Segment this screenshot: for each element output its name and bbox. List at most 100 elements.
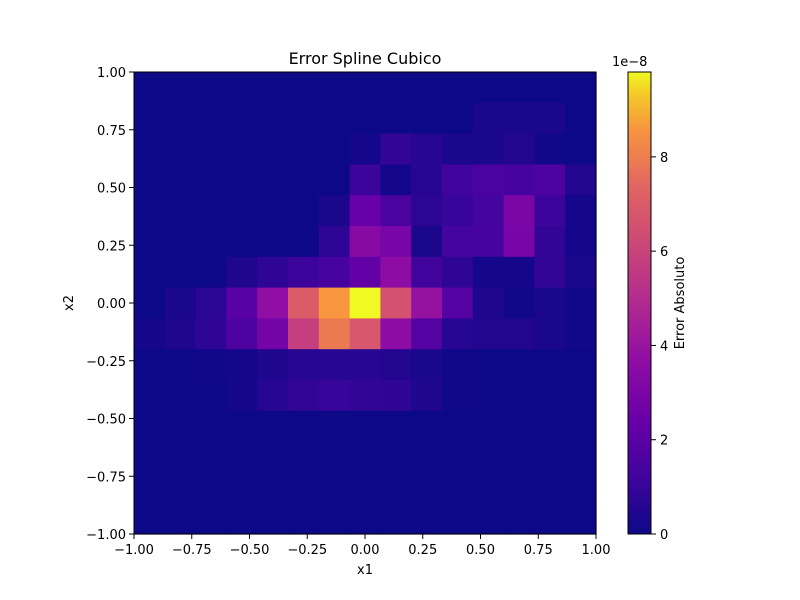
heatmap-cell (226, 380, 258, 412)
heatmap-cell (257, 287, 289, 319)
heatmap-cell (534, 102, 566, 135)
heatmap-cell (318, 72, 351, 104)
heatmap-cell (195, 256, 227, 289)
colorbar (627, 71, 652, 535)
heatmap-cell (472, 503, 505, 535)
heatmap-cell (503, 226, 535, 258)
heatmap-cell (195, 195, 227, 227)
heatmap-cell (442, 410, 474, 443)
heatmap-cell (442, 287, 474, 319)
x-axis: −1.00 −0.75 −0.50 −0.25 0.00 0.25 0.50 0.75 1.00 (114, 534, 610, 558)
heatmap-cell (472, 256, 505, 289)
heatmap-cell (164, 318, 197, 350)
x-tick-label: −0.75 (172, 543, 212, 558)
heatmap-cell (411, 133, 443, 165)
heatmap-cell (288, 503, 320, 535)
heatmap-cell (442, 102, 474, 135)
heatmap-cell (164, 226, 197, 258)
heatmap-cell (349, 380, 381, 412)
heatmap-cell (411, 256, 443, 289)
heatmap-cell (565, 72, 597, 104)
heatmap-cell (195, 410, 227, 443)
heatmap-cell (257, 102, 289, 135)
heatmap-cell (288, 441, 320, 473)
heatmap-cell (195, 380, 227, 412)
heatmap-cell (472, 72, 505, 104)
heatmap-cell (503, 503, 535, 535)
heatmap-cell (195, 349, 227, 381)
heatmap-cell (164, 195, 197, 227)
heatmap-cell (565, 503, 597, 535)
heatmap-cell (257, 472, 289, 504)
heatmap-cell (380, 410, 412, 443)
heatmap-cell (164, 72, 197, 104)
heatmap-cell (288, 256, 320, 289)
heatmap-cell (226, 72, 258, 104)
heatmap-cell (134, 472, 166, 504)
heatmap-cell (534, 164, 566, 196)
heatmap-cell (226, 287, 258, 319)
heatmap-cell (134, 503, 166, 535)
heatmap-cell (503, 102, 535, 135)
heatmap-cell (411, 472, 443, 504)
heatmap-cell (349, 287, 381, 319)
heatmap-cell (472, 318, 505, 350)
heatmap-cell (288, 226, 320, 258)
heatmap-cell (164, 503, 197, 535)
heatmap-cell (503, 133, 535, 165)
heatmap-cell (318, 102, 351, 135)
heatmap-cell (134, 318, 166, 350)
heatmap-cell (318, 472, 351, 504)
colorbar-tick-label: 0 (660, 528, 668, 543)
chart-title: Error Spline Cubico (289, 49, 442, 68)
heatmap-cell (411, 287, 443, 319)
heatmap-cell (503, 318, 535, 350)
heatmap-cell (349, 256, 381, 289)
heatmap-cell (318, 164, 351, 196)
heatmap-cell (534, 195, 566, 227)
heatmap-cell (503, 256, 535, 289)
heatmap-cell (318, 133, 351, 165)
heatmap-cell (134, 441, 166, 473)
y-axis-label: x2 (62, 295, 77, 311)
heatmap-cell (411, 164, 443, 196)
heatmap-cell (349, 503, 381, 535)
heatmap-cell (534, 349, 566, 381)
heatmap-cell (134, 380, 166, 412)
heatmap-cell (134, 102, 166, 135)
heatmap-cell (349, 441, 381, 473)
y-tick-label: 0.00 (97, 297, 126, 312)
heatmap-cell (164, 380, 197, 412)
heatmap-cell (503, 164, 535, 196)
heatmap-cell (195, 226, 227, 258)
heatmap-cell (472, 133, 505, 165)
heatmap-cell (226, 349, 258, 381)
heatmap-cell (565, 410, 597, 443)
heatmap-cell (380, 164, 412, 196)
y-axis: −1.00 −0.75 −0.50 −0.25 0.00 0.25 0.50 0.75 1.00 (86, 66, 134, 543)
heatmap-cell (503, 410, 535, 443)
heatmap-cell (349, 226, 381, 258)
heatmap-cell (411, 226, 443, 258)
heatmap-cell (318, 441, 351, 473)
heatmap-cell (472, 472, 505, 504)
heatmap-cell (349, 72, 381, 104)
heatmap-cell (503, 380, 535, 412)
heatmap-cell (565, 349, 597, 381)
heatmap-cell (318, 503, 351, 535)
heatmap-cell (349, 195, 381, 227)
heatmap-cell (472, 226, 505, 258)
y-tick-label: 1.00 (97, 66, 126, 81)
heatmap-cell (288, 349, 320, 381)
heatmap-cell (318, 410, 351, 443)
heatmap-cell (380, 72, 412, 104)
heatmap-cell (164, 472, 197, 504)
heatmap-cell (257, 164, 289, 196)
heatmap-cell (472, 102, 505, 135)
heatmap-cell (195, 287, 227, 319)
heatmap-cell (565, 380, 597, 412)
heatmap-cell (134, 256, 166, 289)
heatmap-cell (472, 410, 505, 443)
heatmap-cell (565, 102, 597, 135)
